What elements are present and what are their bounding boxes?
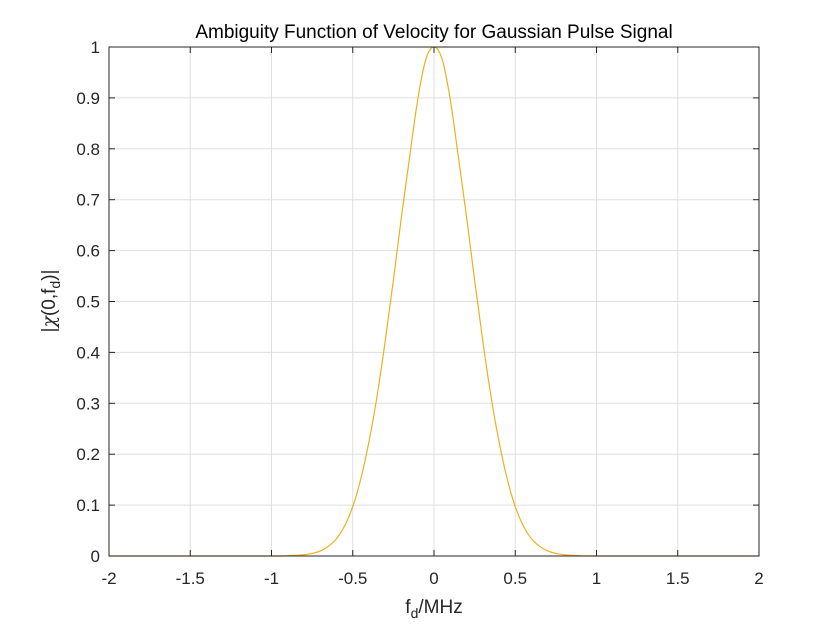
y-tick-label: 0 (91, 547, 100, 566)
y-axis-label-mid: (0,f (39, 288, 60, 316)
x-tick-label: -1.5 (176, 569, 205, 588)
x-tick-label: 1 (592, 569, 601, 588)
x-axis-label-subscript: d (411, 605, 419, 621)
y-axis-label-post: )| (39, 270, 60, 281)
y-axis-label: |χ(0,fd)| (38, 270, 63, 333)
x-tick-label: 2 (754, 569, 763, 588)
y-tick-label: 0.3 (76, 394, 100, 413)
y-axis-label-pre: | (39, 328, 60, 333)
x-axis-label: fd/MHz (405, 597, 462, 621)
y-tick-label: 0.5 (76, 293, 100, 312)
chart-title: Ambiguity Function of Velocity for Gauss… (195, 22, 672, 43)
y-tick-label: 0.4 (76, 343, 100, 362)
x-axis-label-unit: /MHz (418, 597, 462, 618)
x-tick-label: 1.5 (666, 569, 690, 588)
ticks (108, 46, 760, 557)
x-tick-label: 0.5 (503, 569, 527, 588)
x-tick-label: -2 (101, 569, 116, 588)
x-tick-label: -1 (264, 569, 279, 588)
y-tick-label: 0.1 (76, 496, 100, 515)
x-tick-label: 0 (429, 569, 438, 588)
y-tick-label: 1 (91, 38, 100, 57)
y-tick-label: 0.6 (76, 242, 100, 261)
x-tick-label: -0.5 (338, 569, 367, 588)
grid (109, 47, 759, 556)
y-tick-label: 0.2 (76, 445, 100, 464)
y-tick-label: 0.9 (76, 89, 100, 108)
tick-labels: -2 -1.5 -1 -0.5 0 0.5 1 1.5 2 0 0.1 0.2 0.3 0.4 0.5 0.6… (76, 38, 763, 588)
y-tick-label: 0.7 (76, 191, 100, 210)
x-axis-label-base: f (405, 597, 411, 618)
y-axis-label-chi: χ (38, 315, 60, 330)
y-tick-label: 0.8 (76, 140, 100, 159)
y-axis-label-subscript: d (47, 281, 63, 289)
